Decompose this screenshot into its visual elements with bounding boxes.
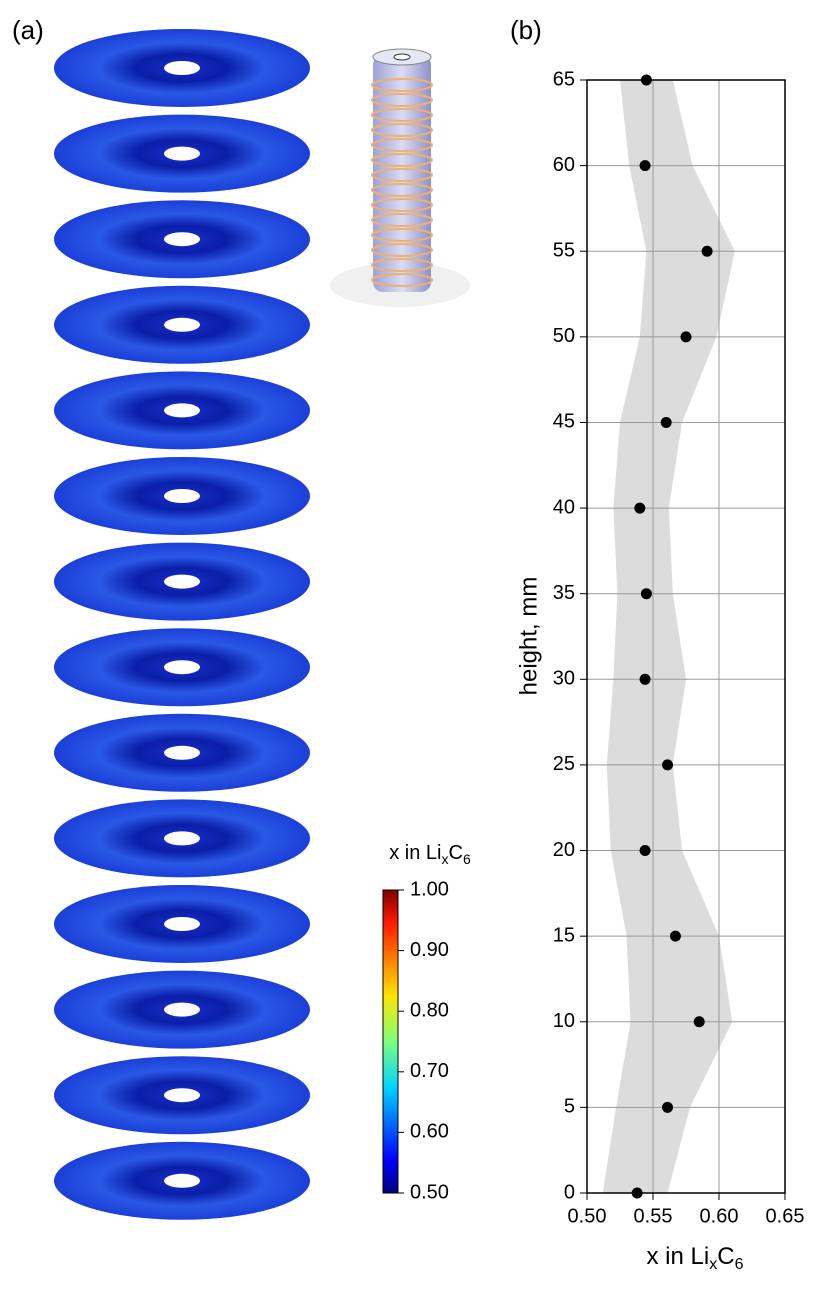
x-tick-label: 0.60 [700,1205,739,1227]
disk-hole [164,831,200,846]
cell-icon [330,48,470,307]
disk-hole [164,1002,200,1017]
colorbar-tick-label: 0.50 [410,1181,449,1203]
colorbar-tick-label: 0.80 [410,999,449,1021]
disk-stack [54,29,310,1220]
ring [371,258,433,272]
disk-hole [164,61,200,75]
ring [371,183,433,197]
y-tick-label: 0 [564,1181,575,1203]
y-tick-label: 40 [553,496,575,518]
point [701,245,713,257]
disk-hole [164,489,200,503]
y-tick-label: 5 [564,1096,575,1118]
y-tick-label: 30 [553,668,575,690]
ring [371,198,433,212]
y-tick-label: 55 [553,240,575,262]
ring [371,123,433,137]
colorbar-title: x in LixC6 [389,842,471,866]
point [640,588,652,600]
point [660,416,672,428]
ring [371,108,433,122]
panel-label: (b) [510,15,542,45]
y-tick-label: 25 [553,753,575,775]
disk-hole [164,317,200,332]
disk-hole [164,574,200,589]
point [662,1101,674,1113]
point [669,930,681,942]
y-tick-label: 10 [553,1010,575,1032]
point [662,759,674,771]
ring [371,93,433,107]
point [639,160,651,172]
y-tick-label: 45 [553,411,575,433]
ring [371,273,433,287]
x-tick-label: 0.55 [634,1205,673,1227]
y-tick-label: 60 [553,154,575,176]
ring [371,228,433,242]
colorbar-tick-label: 0.60 [410,1121,449,1143]
point [634,502,646,514]
colorbar [382,889,399,1194]
point [693,1016,705,1028]
panel-label: (a) [12,15,44,45]
disk-hole [164,403,200,418]
y-tick-label: 20 [553,839,575,861]
x-axis-label: x in LixC6 [647,1243,744,1273]
ring [371,153,433,167]
colorbar-tick-label: 0.90 [410,939,449,961]
y-tick-label: 50 [553,325,575,347]
ring [371,78,433,92]
point [639,673,651,685]
point [680,331,692,343]
y-tick-label: 65 [553,68,575,90]
colorbar-tick-label: 1.00 [410,878,449,900]
point [639,845,651,857]
x-tick-label: 0.50 [568,1205,607,1227]
disk-hole [164,745,200,760]
y-tick-label: 35 [553,582,575,604]
colorbar-tick-label: 0.70 [410,1060,449,1082]
ring [371,243,433,257]
band [602,80,735,1193]
plot-frame [586,79,786,1194]
disk-hole [164,146,200,161]
disk-hole [164,660,200,675]
disk-hole [164,1088,200,1103]
y-tick-label: 15 [553,924,575,946]
disk-hole [164,1173,200,1188]
y-axis-label: height, mm [515,577,542,696]
disk-hole [164,232,200,247]
point [631,1187,643,1199]
ring [371,213,433,227]
ring [371,168,433,182]
x-tick-label: 0.65 [766,1205,805,1227]
disk-hole [164,917,200,931]
ring [371,138,433,152]
point [640,74,652,86]
